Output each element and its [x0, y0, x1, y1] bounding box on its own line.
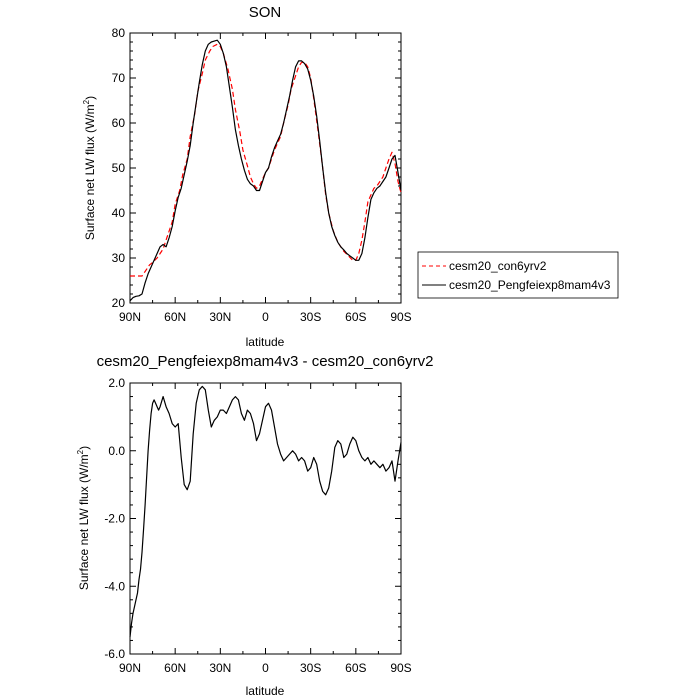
series-line-cesm20_Pengfeiexp8mam4v3: [129, 39, 402, 302]
y-tick-label: -2.0: [104, 512, 125, 526]
x-tick-label: 90N: [119, 661, 141, 675]
y-tick-label: 60: [112, 116, 126, 130]
legend-label-pengfei: cesm20_Pengfeiexp8mam4v3: [449, 278, 611, 292]
top-y-axis-label: Surface net LW flux (W/m2): [82, 96, 97, 240]
top-x-axis-label: latitude: [246, 335, 285, 349]
y-tick-label: -4.0: [104, 579, 125, 593]
top-series-lines: [129, 39, 402, 302]
y-tick-label: 0.0: [108, 444, 125, 458]
bottom-axis-ticks: 90N 60N 30N 0 30S 60S 90S -6.0 -4.0 -2.0 0.0 2.0: [104, 376, 411, 675]
bottom-panel: cesm20_Pengfeiexp8mam4v3 - cesm20_con6yr…: [76, 353, 433, 698]
y-tick-label: 30: [112, 251, 126, 265]
series-line-cesm20_con6yrv2: [130, 43, 402, 277]
x-tick-label: 60S: [345, 661, 366, 675]
series-line-series-0: [129, 385, 402, 638]
x-tick-label: 60N: [164, 310, 186, 324]
bottom-series-lines: [129, 385, 402, 638]
y-tick-label: 50: [112, 161, 126, 175]
y-tick-label: 70: [112, 71, 126, 85]
x-tick-label: 30N: [209, 661, 231, 675]
legend-box: [417, 251, 619, 299]
x-tick-label: 90S: [390, 661, 411, 675]
y-tick-label: 20: [112, 296, 126, 310]
y-tick-label: 40: [112, 206, 126, 220]
bottom-plot-frame: [129, 382, 402, 655]
x-tick-label: 30S: [300, 310, 321, 324]
x-tick-label: 0: [262, 661, 269, 675]
top-panel: SON 90N 60N 30N 0 30S 60S 90S 20 30 40 50 60 70 80 la…: [82, 4, 412, 349]
x-tick-label: 0: [262, 310, 269, 324]
x-tick-label: 60S: [345, 310, 366, 324]
x-tick-label: 30S: [300, 661, 321, 675]
legend-label-con6yrv2: cesm20_con6yrv2: [449, 259, 547, 273]
legend: cesm20_con6yrv2 cesm20_Pengfeiexp8mam4v3: [417, 251, 619, 299]
top-chart-title: SON: [249, 4, 282, 21]
x-tick-label: 30N: [209, 310, 231, 324]
x-tick-label: 90N: [119, 310, 141, 324]
y-tick-label: 2.0: [108, 376, 125, 390]
y-tick-label: -6.0: [104, 647, 125, 661]
x-tick-label: 60N: [164, 661, 186, 675]
bottom-x-axis-label: latitude: [246, 684, 285, 698]
top-axis-ticks: 90N 60N 30N 0 30S 60S 90S 20 30 40 50 60 70 80: [112, 26, 412, 324]
y-tick-label: 80: [112, 26, 126, 40]
bottom-chart-title: cesm20_Pengfeiexp8mam4v3 - cesm20_con6yr…: [97, 353, 434, 370]
x-tick-label: 90S: [390, 310, 411, 324]
top-plot-frame: [129, 32, 402, 304]
bottom-y-axis-label: Surface net LW flux (W/m2): [76, 446, 91, 590]
